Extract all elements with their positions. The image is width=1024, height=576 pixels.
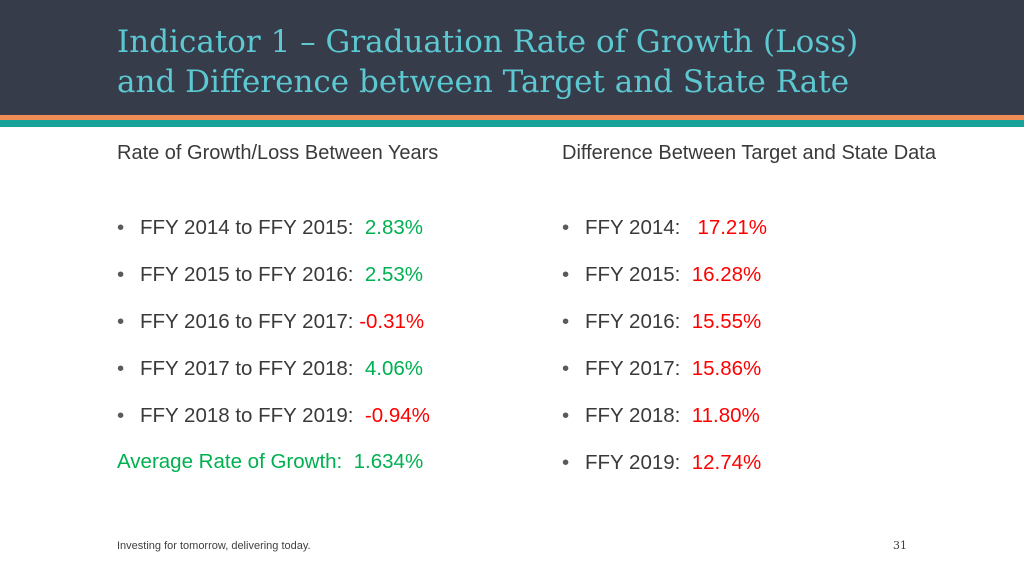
- item-value: -0.31%: [359, 310, 425, 333]
- item-value: 2.53%: [364, 263, 424, 286]
- footer-tagline: Investing for tomorrow, delivering today…: [117, 540, 311, 552]
- list-item: • FFY 2016 to FFY 2017: -0.31%: [117, 308, 430, 355]
- bullet-icon: •: [562, 263, 570, 286]
- bullet-icon: •: [562, 404, 570, 427]
- bullet-icon: •: [117, 404, 125, 427]
- item-label: FFY 2019:: [585, 451, 681, 474]
- target-difference-list: • FFY 2014: 17.21% • FFY 2015: 16.28% • FFY…: [562, 214, 767, 496]
- list-item: • FFY 2018 to FFY 2019: -0.94%: [117, 402, 430, 449]
- accent-stripe-teal: [0, 120, 1024, 127]
- list-item: • FFY 2017 to FFY 2018: 4.06%: [117, 355, 430, 402]
- list-item: • FFY 2015: 16.28%: [562, 261, 767, 308]
- list-item: • FFY 2015 to FFY 2016: 2.53%: [117, 261, 430, 308]
- growth-rate-column: Rate of Growth/Loss Between Years • FFY 2…: [117, 140, 537, 473]
- list-item: • FFY 2017: 15.86%: [562, 355, 767, 402]
- bullet-icon: •: [562, 451, 570, 474]
- bullet-icon: •: [117, 216, 125, 239]
- item-label: FFY 2015:: [585, 263, 681, 286]
- item-value: 16.28%: [691, 263, 762, 286]
- item-label: FFY 2018 to FFY 2019:: [140, 404, 354, 427]
- bullet-icon: •: [117, 357, 125, 380]
- item-value: 4.06%: [364, 357, 424, 380]
- bullet-icon: •: [117, 310, 125, 333]
- item-label: FFY 2018:: [585, 404, 681, 427]
- item-label: FFY 2017 to FFY 2018:: [140, 357, 354, 380]
- growth-rate-heading: Rate of Growth/Loss Between Years: [117, 142, 439, 164]
- slide-title: Indicator 1 – Graduation Rate of Growth …: [117, 22, 997, 102]
- list-item: • FFY 2018: 11.80%: [562, 402, 767, 449]
- average-growth-rate: Average Rate of Growth: 1.634%: [117, 448, 423, 476]
- growth-rate-list: • FFY 2014 to FFY 2015: 2.83% • FFY 2015 t…: [117, 214, 430, 449]
- item-label: FFY 2015 to FFY 2016:: [140, 263, 354, 286]
- item-label: FFY 2016 to FFY 2017:: [140, 310, 354, 333]
- item-label: FFY 2017:: [585, 357, 681, 380]
- slide-title-line-2: and Difference between Target and State …: [117, 64, 850, 100]
- item-value: 2.83%: [364, 216, 424, 239]
- target-difference-column: Difference Between Target and State Data…: [562, 140, 982, 474]
- target-difference-heading: Difference Between Target and State Data: [562, 142, 936, 164]
- average-label: Average Rate of Growth:: [117, 450, 343, 473]
- list-item: • FFY 2014: 17.21%: [562, 214, 767, 261]
- list-item: • FFY 2016: 15.55%: [562, 308, 767, 355]
- item-value: 12.74%: [691, 451, 762, 474]
- list-item: • FFY 2019: 12.74%: [562, 449, 767, 496]
- item-value: 17.21%: [697, 216, 767, 239]
- bullet-icon: •: [562, 310, 570, 333]
- bullet-icon: •: [562, 357, 570, 380]
- item-value: 11.80%: [691, 404, 760, 427]
- average-value: 1.634%: [353, 450, 424, 473]
- accent-stripe-orange: [0, 115, 1024, 120]
- bullet-icon: •: [117, 263, 125, 286]
- item-label: FFY 2014 to FFY 2015:: [140, 216, 354, 239]
- slide-title-line-1: Indicator 1 – Graduation Rate of Growth …: [117, 24, 859, 60]
- list-item: • FFY 2014 to FFY 2015: 2.83%: [117, 214, 430, 261]
- item-label: FFY 2016:: [585, 310, 681, 333]
- item-value: 15.55%: [691, 310, 762, 333]
- item-value: -0.94%: [364, 404, 430, 427]
- item-label: FFY 2014:: [585, 216, 681, 239]
- title-bar: Indicator 1 – Graduation Rate of Growth …: [0, 0, 1024, 115]
- bullet-icon: •: [562, 216, 570, 239]
- item-value: 15.86%: [691, 357, 762, 380]
- page-number: 31: [893, 539, 907, 552]
